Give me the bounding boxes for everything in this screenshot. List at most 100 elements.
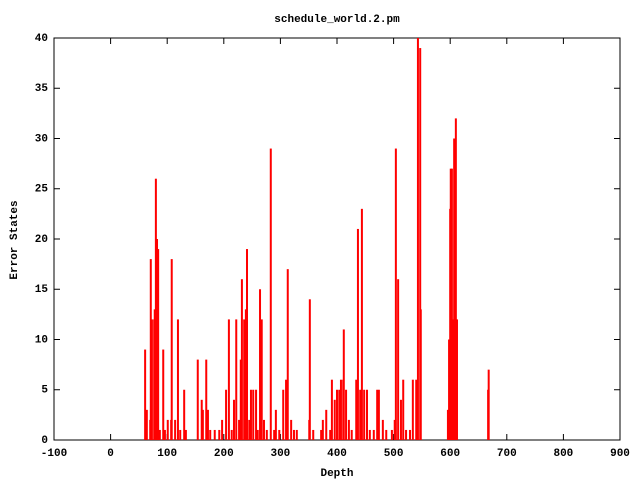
impulse (321, 419, 324, 440)
impulse (402, 379, 405, 440)
impulse (259, 289, 262, 440)
impulse (174, 419, 177, 440)
impulse (342, 329, 345, 440)
impulse (239, 359, 242, 440)
x-tick-label: 0 (107, 448, 114, 460)
impulse (262, 419, 265, 440)
impulse (339, 379, 342, 440)
impulse (166, 419, 169, 440)
impulse (269, 148, 272, 441)
impulse (356, 228, 359, 440)
x-tick-label: -100 (41, 448, 67, 460)
impulse (274, 409, 277, 440)
impulse (450, 168, 453, 440)
impulse (227, 319, 230, 440)
x-axis-label: Depth (320, 468, 353, 480)
impulse (320, 429, 323, 440)
impulse (176, 319, 179, 440)
plot-border (53, 37, 621, 441)
impulse (150, 319, 153, 440)
y-tick-label: 35 (35, 83, 49, 95)
impulse (377, 389, 380, 440)
impulse (163, 429, 166, 440)
impulse (487, 369, 490, 440)
impulse (394, 148, 397, 441)
impulse (333, 399, 336, 440)
impulse (312, 429, 315, 440)
impulse (411, 379, 414, 440)
impulse (157, 249, 160, 440)
impulse (295, 429, 298, 440)
x-tick-label: 600 (440, 448, 460, 460)
impulse (260, 319, 263, 440)
impulse (162, 349, 165, 440)
impulse (393, 419, 396, 440)
impulse (158, 429, 161, 440)
impulse (265, 429, 268, 440)
x-tick-label: 800 (553, 448, 573, 460)
y-tick-label: 25 (35, 184, 49, 196)
x-tick-label: 200 (214, 448, 234, 460)
impulse (170, 259, 173, 440)
impulse (372, 429, 375, 440)
impulse (381, 419, 384, 440)
y-tick-label: 10 (35, 334, 48, 346)
impulse (452, 319, 455, 440)
x-tick-label: 900 (610, 448, 630, 460)
impulse (273, 429, 276, 440)
impulse (336, 389, 338, 440)
impulse (409, 429, 412, 440)
impulse (405, 429, 408, 440)
impulse (246, 249, 249, 440)
impulse (213, 429, 216, 440)
x-tick-label: 400 (327, 448, 347, 460)
impulse (206, 409, 209, 440)
impulse (244, 309, 247, 440)
impulse (278, 429, 281, 440)
impulse (397, 279, 400, 440)
impulse (200, 399, 203, 440)
impulse (329, 429, 332, 440)
impulse (145, 409, 148, 440)
impulse (201, 409, 204, 440)
impulse (390, 429, 393, 440)
impulse (363, 389, 366, 440)
impulse (347, 419, 350, 440)
impulse (248, 419, 251, 440)
impulse (252, 389, 255, 440)
impulse (454, 118, 457, 441)
y-tick-label: 30 (35, 133, 48, 145)
impulse (156, 239, 159, 440)
impulse (196, 359, 199, 440)
impulse (153, 309, 156, 440)
x-tick-label: 300 (270, 448, 290, 460)
impulse (355, 379, 358, 440)
impulse (282, 389, 285, 440)
impulse (249, 389, 252, 440)
impulse (385, 429, 388, 440)
impulse (365, 389, 368, 440)
impulse (230, 429, 233, 440)
impulse (350, 429, 353, 440)
impulse (256, 429, 259, 440)
impulse (235, 319, 238, 440)
impulse (183, 389, 186, 440)
impulse (345, 389, 348, 440)
impulse (285, 379, 288, 440)
y-tick-label: 5 (41, 385, 48, 397)
impulse (255, 389, 258, 440)
impulse (240, 279, 243, 440)
impulse (209, 429, 212, 440)
impulse (292, 429, 295, 440)
y-tick-label: 20 (35, 234, 48, 246)
impulse (419, 309, 422, 440)
impulse (376, 389, 379, 440)
impulse (308, 299, 311, 440)
impulse (290, 419, 293, 440)
impulse (453, 319, 456, 440)
impulse (325, 409, 328, 440)
y-tick-label: 40 (35, 33, 48, 45)
y-tick-label: 15 (35, 284, 49, 296)
impulse (415, 379, 418, 440)
